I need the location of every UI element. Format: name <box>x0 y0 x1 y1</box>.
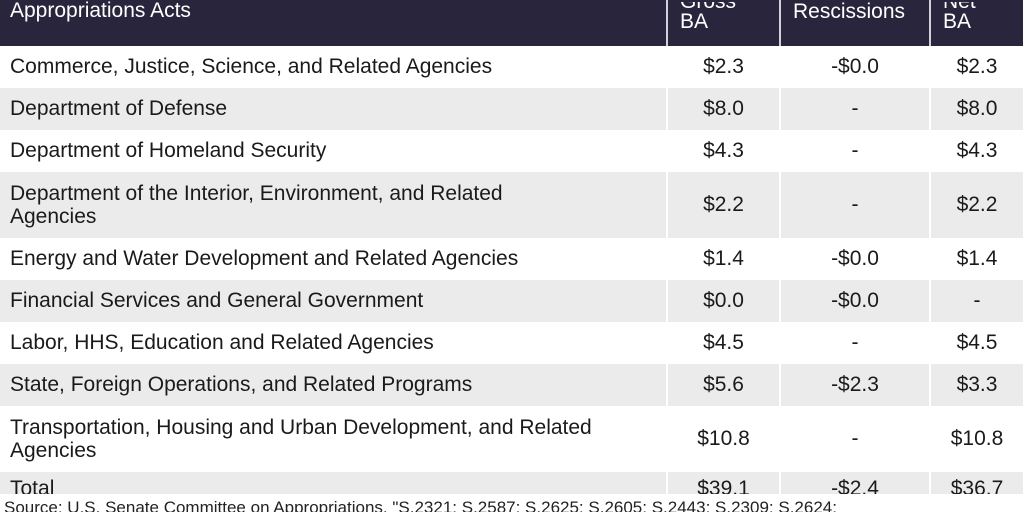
cell-act: Energy and Water Development and Related… <box>0 238 667 280</box>
table-row: Energy and Water Development and Related… <box>0 238 1023 280</box>
cell-net-ba: - <box>929 280 1023 322</box>
cell-rescissions: -$0.0 <box>779 280 930 322</box>
cell-rescissions: - <box>779 130 930 172</box>
cell-rescissions: - <box>779 322 930 364</box>
cell-gross-ba: $4.5 <box>666 322 780 364</box>
header-rescissions: Rescissions <box>779 0 930 46</box>
cell-net-ba: $4.5 <box>929 322 1023 364</box>
cell-gross-ba: $5.6 <box>666 364 780 406</box>
table-row: Commerce, Justice, Science, and Related … <box>0 46 1023 88</box>
table-row: Department of the Interior, Environment,… <box>0 172 1023 238</box>
cell-gross-ba: $2.3 <box>666 46 780 88</box>
appropriations-table-container: Appropriations Acts GrossBA Rescissions … <box>0 0 1023 494</box>
cell-act: Commerce, Justice, Science, and Related … <box>0 46 667 88</box>
cell-act: Transportation, Housing and Urban Develo… <box>0 406 667 472</box>
cell-act: State, Foreign Operations, and Related P… <box>0 364 667 406</box>
cell-net-ba: $2.2 <box>929 172 1023 238</box>
source-text: Source: U.S. Senate Committee on Appropr… <box>4 498 837 512</box>
table-header-row: Appropriations Acts GrossBA Rescissions … <box>0 0 1023 46</box>
cell-gross-ba: $8.0 <box>666 88 780 130</box>
cell-rescissions: - <box>779 172 930 238</box>
cell-act: Department of the Interior, Environment,… <box>0 172 667 238</box>
header-net-ba: NetBA <box>929 0 1023 46</box>
table-total-row: Total $39.1 -$2.4 $36.7 <box>0 472 1023 494</box>
cell-rescissions: -$0.0 <box>779 238 930 280</box>
cell-act: Department of Homeland Security <box>0 130 667 172</box>
table-row: Labor, HHS, Education and Related Agenci… <box>0 322 1023 364</box>
cell-gross-ba: $2.2 <box>666 172 780 238</box>
cell-net-ba: $8.0 <box>929 88 1023 130</box>
cell-gross-ba: $10.8 <box>666 406 780 472</box>
cell-net-ba: $10.8 <box>929 406 1023 472</box>
cell-rescissions: -$2.3 <box>779 364 930 406</box>
table-row: Department of Homeland Security $4.3 - $… <box>0 130 1023 172</box>
header-appropriations-acts: Appropriations Acts <box>0 0 667 46</box>
header-gross-ba: GrossBA <box>666 0 780 46</box>
cell-net-ba: $1.4 <box>929 238 1023 280</box>
table-row: Department of Defense $8.0 - $8.0 <box>0 88 1023 130</box>
cell-gross-ba: $4.3 <box>666 130 780 172</box>
appropriations-table: Appropriations Acts GrossBA Rescissions … <box>0 0 1023 494</box>
cell-net-ba: $3.3 <box>929 364 1023 406</box>
cell-total-net-ba: $36.7 <box>929 472 1023 494</box>
cell-net-ba: $2.3 <box>929 46 1023 88</box>
cell-total-rescissions: -$2.4 <box>779 472 930 494</box>
cell-gross-ba: $0.0 <box>666 280 780 322</box>
cell-act: Financial Services and General Governmen… <box>0 280 667 322</box>
cell-total-label: Total <box>0 472 667 494</box>
cell-net-ba: $4.3 <box>929 130 1023 172</box>
cell-act: Labor, HHS, Education and Related Agenci… <box>0 322 667 364</box>
cell-total-gross-ba: $39.1 <box>666 472 780 494</box>
cell-rescissions: - <box>779 88 930 130</box>
cell-rescissions: -$0.0 <box>779 46 930 88</box>
source-note: Source: U.S. Senate Committee on Appropr… <box>0 494 1024 512</box>
cell-act: Department of Defense <box>0 88 667 130</box>
table-row: Transportation, Housing and Urban Develo… <box>0 406 1023 472</box>
table-row: Financial Services and General Governmen… <box>0 280 1023 322</box>
cell-rescissions: - <box>779 406 930 472</box>
cell-gross-ba: $1.4 <box>666 238 780 280</box>
table-row: State, Foreign Operations, and Related P… <box>0 364 1023 406</box>
